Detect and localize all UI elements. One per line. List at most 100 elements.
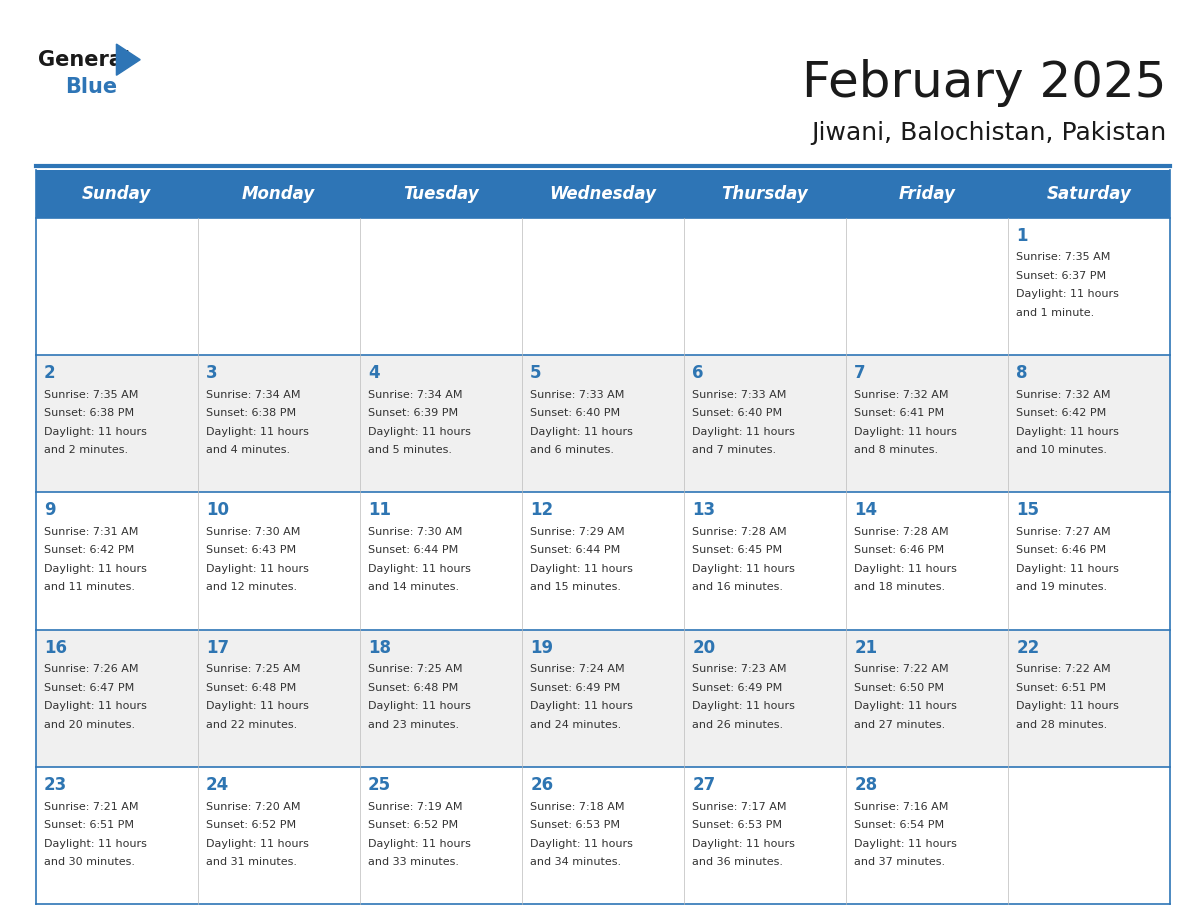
Text: Blue: Blue — [65, 77, 118, 97]
Bar — [36, 170, 1170, 218]
Text: Sunrise: 7:25 AM: Sunrise: 7:25 AM — [368, 665, 462, 675]
Text: and 23 minutes.: and 23 minutes. — [368, 720, 460, 730]
Text: Sunrise: 7:34 AM: Sunrise: 7:34 AM — [368, 390, 462, 399]
Text: Sunrise: 7:33 AM: Sunrise: 7:33 AM — [693, 390, 786, 399]
Text: Daylight: 11 hours: Daylight: 11 hours — [854, 701, 958, 711]
Text: Sunrise: 7:17 AM: Sunrise: 7:17 AM — [693, 801, 786, 812]
Text: Sunrise: 7:33 AM: Sunrise: 7:33 AM — [530, 390, 625, 399]
Text: and 28 minutes.: and 28 minutes. — [1017, 720, 1107, 730]
Text: and 27 minutes.: and 27 minutes. — [854, 720, 946, 730]
Text: February 2025: February 2025 — [802, 59, 1167, 106]
Text: and 2 minutes.: and 2 minutes. — [44, 445, 128, 454]
Text: and 18 minutes.: and 18 minutes. — [854, 582, 946, 592]
Text: and 5 minutes.: and 5 minutes. — [368, 445, 453, 454]
Text: Sunrise: 7:24 AM: Sunrise: 7:24 AM — [530, 665, 625, 675]
Text: Sunset: 6:46 PM: Sunset: 6:46 PM — [854, 545, 944, 555]
Text: Sunset: 6:42 PM: Sunset: 6:42 PM — [44, 545, 134, 555]
Text: and 10 minutes.: and 10 minutes. — [1017, 445, 1107, 454]
Text: and 15 minutes.: and 15 minutes. — [530, 582, 621, 592]
Text: Sunset: 6:53 PM: Sunset: 6:53 PM — [530, 820, 620, 830]
Text: Daylight: 11 hours: Daylight: 11 hours — [1017, 427, 1119, 436]
Text: Sunset: 6:52 PM: Sunset: 6:52 PM — [206, 820, 296, 830]
Text: Daylight: 11 hours: Daylight: 11 hours — [530, 564, 633, 574]
Text: Daylight: 11 hours: Daylight: 11 hours — [206, 564, 309, 574]
Text: and 24 minutes.: and 24 minutes. — [530, 720, 621, 730]
Text: 10: 10 — [206, 501, 229, 520]
Text: Sunrise: 7:32 AM: Sunrise: 7:32 AM — [854, 390, 949, 399]
Text: 14: 14 — [854, 501, 878, 520]
Text: 11: 11 — [368, 501, 391, 520]
Text: Daylight: 11 hours: Daylight: 11 hours — [44, 564, 147, 574]
Text: 6: 6 — [693, 364, 703, 382]
Text: Sunset: 6:50 PM: Sunset: 6:50 PM — [854, 683, 944, 693]
Text: 4: 4 — [368, 364, 380, 382]
Text: Friday: Friday — [898, 185, 955, 203]
Text: Sunrise: 7:34 AM: Sunrise: 7:34 AM — [206, 390, 301, 399]
Text: 23: 23 — [44, 776, 68, 794]
Text: Daylight: 11 hours: Daylight: 11 hours — [693, 838, 795, 848]
Text: 22: 22 — [1017, 639, 1040, 656]
Text: Daylight: 11 hours: Daylight: 11 hours — [1017, 564, 1119, 574]
Text: Sunrise: 7:27 AM: Sunrise: 7:27 AM — [1017, 527, 1111, 537]
Text: Sunrise: 7:20 AM: Sunrise: 7:20 AM — [206, 801, 301, 812]
Text: Daylight: 11 hours: Daylight: 11 hours — [44, 838, 147, 848]
Text: Sunrise: 7:28 AM: Sunrise: 7:28 AM — [854, 527, 949, 537]
Text: Sunset: 6:52 PM: Sunset: 6:52 PM — [368, 820, 459, 830]
Text: 5: 5 — [530, 364, 542, 382]
Text: Daylight: 11 hours: Daylight: 11 hours — [854, 564, 958, 574]
Text: and 8 minutes.: and 8 minutes. — [854, 445, 939, 454]
Text: 17: 17 — [206, 639, 229, 656]
Text: Sunrise: 7:22 AM: Sunrise: 7:22 AM — [1017, 665, 1111, 675]
Text: and 37 minutes.: and 37 minutes. — [854, 856, 946, 867]
Text: 24: 24 — [206, 776, 229, 794]
Text: Daylight: 11 hours: Daylight: 11 hours — [1017, 289, 1119, 299]
Bar — [36, 218, 1170, 355]
Bar — [36, 630, 1170, 767]
Text: Sunset: 6:39 PM: Sunset: 6:39 PM — [368, 409, 459, 418]
Text: Sunset: 6:46 PM: Sunset: 6:46 PM — [1017, 545, 1106, 555]
Text: Daylight: 11 hours: Daylight: 11 hours — [530, 427, 633, 436]
Text: and 22 minutes.: and 22 minutes. — [206, 720, 297, 730]
Text: Sunset: 6:51 PM: Sunset: 6:51 PM — [1017, 683, 1106, 693]
Text: and 34 minutes.: and 34 minutes. — [530, 856, 621, 867]
Text: Daylight: 11 hours: Daylight: 11 hours — [530, 701, 633, 711]
Text: Daylight: 11 hours: Daylight: 11 hours — [368, 701, 470, 711]
Text: 15: 15 — [1017, 501, 1040, 520]
Text: 18: 18 — [368, 639, 391, 656]
Text: Sunrise: 7:18 AM: Sunrise: 7:18 AM — [530, 801, 625, 812]
Text: General: General — [38, 50, 129, 70]
Text: 27: 27 — [693, 776, 715, 794]
Text: Daylight: 11 hours: Daylight: 11 hours — [693, 564, 795, 574]
Text: Sunset: 6:41 PM: Sunset: 6:41 PM — [854, 409, 944, 418]
Bar — [36, 355, 1170, 492]
Text: and 14 minutes.: and 14 minutes. — [368, 582, 460, 592]
Text: 16: 16 — [44, 639, 67, 656]
Text: Sunrise: 7:21 AM: Sunrise: 7:21 AM — [44, 801, 139, 812]
Text: Sunset: 6:53 PM: Sunset: 6:53 PM — [693, 820, 782, 830]
Text: Daylight: 11 hours: Daylight: 11 hours — [368, 838, 470, 848]
Text: and 4 minutes.: and 4 minutes. — [206, 445, 290, 454]
Text: Wednesday: Wednesday — [549, 185, 657, 203]
Text: Sunrise: 7:32 AM: Sunrise: 7:32 AM — [1017, 390, 1111, 399]
Text: Sunrise: 7:16 AM: Sunrise: 7:16 AM — [854, 801, 949, 812]
Text: Sunrise: 7:22 AM: Sunrise: 7:22 AM — [854, 665, 949, 675]
Text: Jiwani, Balochistan, Pakistan: Jiwani, Balochistan, Pakistan — [811, 121, 1167, 145]
Text: and 20 minutes.: and 20 minutes. — [44, 720, 135, 730]
Polygon shape — [116, 44, 140, 75]
Bar — [36, 767, 1170, 904]
Text: Sunrise: 7:26 AM: Sunrise: 7:26 AM — [44, 665, 139, 675]
Text: Sunset: 6:37 PM: Sunset: 6:37 PM — [1017, 271, 1106, 281]
Text: Sunset: 6:40 PM: Sunset: 6:40 PM — [530, 409, 620, 418]
Text: 1: 1 — [1017, 227, 1028, 245]
Text: Sunset: 6:44 PM: Sunset: 6:44 PM — [368, 545, 459, 555]
Text: Daylight: 11 hours: Daylight: 11 hours — [206, 838, 309, 848]
Text: Daylight: 11 hours: Daylight: 11 hours — [1017, 701, 1119, 711]
Text: and 12 minutes.: and 12 minutes. — [206, 582, 297, 592]
Text: Daylight: 11 hours: Daylight: 11 hours — [854, 838, 958, 848]
Text: Sunset: 6:47 PM: Sunset: 6:47 PM — [44, 683, 134, 693]
Text: Sunday: Sunday — [82, 185, 151, 203]
Text: and 1 minute.: and 1 minute. — [1017, 308, 1094, 318]
Text: Daylight: 11 hours: Daylight: 11 hours — [368, 427, 470, 436]
Text: Daylight: 11 hours: Daylight: 11 hours — [206, 427, 309, 436]
Text: Sunset: 6:38 PM: Sunset: 6:38 PM — [206, 409, 296, 418]
